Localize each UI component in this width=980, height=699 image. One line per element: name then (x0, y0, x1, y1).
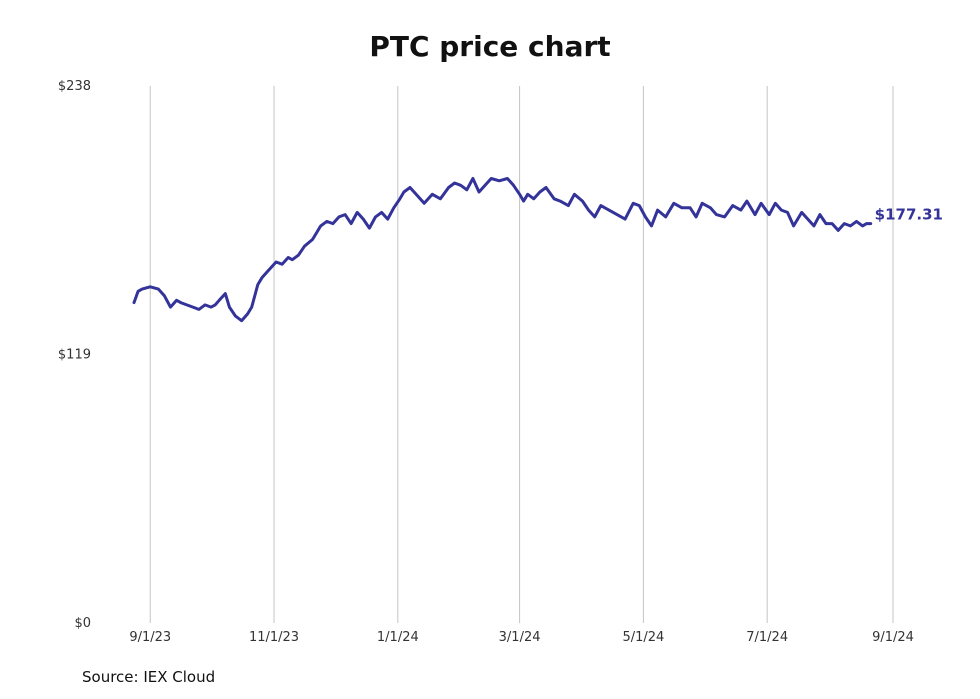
x-tick-label: 9/1/24 (872, 630, 914, 645)
y-tick-label: $119 (58, 348, 91, 363)
series-layer (132, 177, 873, 323)
x-tick-label: 7/1/24 (746, 630, 788, 645)
price-line (132, 177, 873, 323)
x-tick-label: 11/1/23 (249, 630, 299, 645)
x-axis-ticks: 9/1/23 11/1/23 1/1/24 3/1/24 5/1/24 7/1/24 9/1… (129, 630, 914, 645)
x-tick-label: 1/1/24 (377, 630, 419, 645)
last-value-label: $177.31 (875, 206, 943, 224)
y-axis-ticks: $0 $119 $238 (58, 79, 91, 631)
source-note: Source: IEX Cloud (82, 668, 216, 686)
x-tick-label: 3/1/24 (499, 630, 541, 645)
x-tick-label: 9/1/23 (129, 630, 171, 645)
x-tick-label: 5/1/24 (622, 630, 664, 645)
chart-title: PTC price chart (369, 30, 611, 63)
y-tick-label: $0 (74, 616, 91, 631)
grid-lines (149, 86, 894, 623)
annotation-layer: $177.31 (875, 206, 943, 224)
y-tick-label: $238 (58, 79, 91, 94)
